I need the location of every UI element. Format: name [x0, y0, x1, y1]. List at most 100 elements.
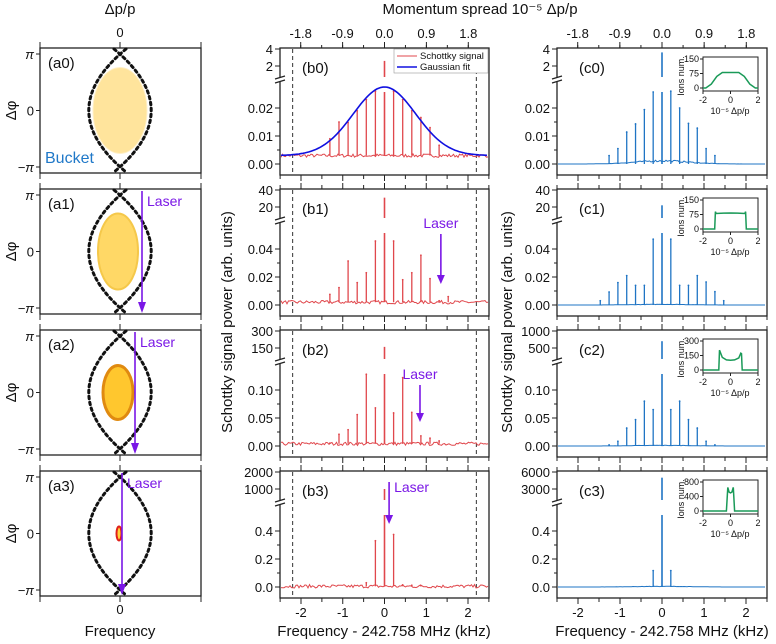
middle-ylabel: Schottky signal power (arb. units)	[219, 211, 236, 433]
axis-break-gap	[277, 360, 283, 364]
axis-break-gap	[277, 219, 283, 223]
phase-space-panel-3: π 0 −π Δφ (a3) Laser	[3, 465, 202, 602]
signal-peak-marker	[678, 107, 681, 109]
signal-peak-marker	[410, 411, 413, 414]
inset-x-tick-label: 0	[728, 518, 733, 528]
spectrum-panel-b1: 40 20 0.00 0.02 0.04 (b1) Laser	[248, 183, 490, 322]
y-tick-label: 20	[536, 200, 550, 215]
signal-peak-marker	[429, 277, 431, 280]
y-tick-label: 500	[528, 341, 550, 356]
y-tick-label: 0.10	[248, 383, 273, 398]
gaussian-fit-line	[280, 86, 488, 157]
signal-peak-marker	[634, 418, 637, 421]
signal-peak-marker	[347, 428, 349, 431]
panel-label: (c0)	[579, 60, 605, 77]
inset-y-label: Ions num.	[676, 56, 686, 96]
y-tick-label: π	[25, 188, 34, 203]
bunch-ellipse	[97, 212, 139, 291]
inset-distribution-line	[703, 211, 758, 230]
inset-x-tick-label: -2	[699, 236, 707, 246]
separatrix-dotted	[87, 188, 153, 315]
inset-x-tick-label: 2	[755, 377, 760, 387]
y-tick-label: 40	[536, 183, 550, 198]
signal-peak-marker	[401, 584, 404, 586]
inset-x-tick-label: 0	[728, 236, 733, 246]
laser-label: Laser	[423, 215, 458, 231]
inset-distribution-line	[703, 71, 758, 89]
y-tick-label: 40	[259, 183, 273, 198]
signal-peak-marker	[678, 284, 681, 287]
signal-peak-marker	[328, 442, 331, 445]
y-tick-label: 0	[27, 245, 34, 260]
y-tick-label: 0	[27, 527, 34, 542]
y-tick-label: 0.0	[255, 580, 273, 595]
axis-break-gap	[554, 360, 560, 364]
signal-peak-marker	[696, 427, 699, 429]
y-tick-label: 0.10	[525, 383, 550, 398]
signal-peak-marker	[374, 539, 377, 542]
signal-peak-marker	[447, 295, 450, 298]
panel-label: (b0)	[302, 60, 329, 77]
signal-peak-marker	[687, 284, 690, 287]
laser-arrow-icon	[415, 413, 424, 422]
separatrix-dotted	[87, 47, 153, 174]
inset-x-tick-label: -2	[699, 377, 707, 387]
inset-frame	[702, 479, 759, 515]
y-tick-label: 0	[27, 104, 34, 119]
x-tick-label: 1	[700, 605, 707, 620]
y-tick-label: 0.2	[532, 552, 550, 567]
inset-y-tick-label: 75	[689, 69, 699, 79]
signal-peak-marker	[356, 281, 359, 284]
signal-peak-marker	[599, 299, 602, 302]
signal-peak-marker	[608, 291, 610, 293]
left-bottom-tick: 0	[116, 602, 123, 617]
signal-peak-marker	[687, 418, 690, 421]
y-tick-label: 0.00	[525, 298, 550, 313]
top-axis-tick-label: 0.0	[375, 26, 393, 41]
signal-peak-marker	[374, 240, 377, 242]
inset-x-tick-label: 2	[755, 95, 760, 105]
signal-peak-marker	[634, 123, 637, 125]
laser-label: Laser	[402, 366, 437, 382]
bucket-label: Bucket	[45, 150, 94, 167]
y-tick-label: π	[25, 47, 34, 62]
y-axis-label: Δφ	[3, 382, 20, 402]
signal-peak-marker	[722, 299, 725, 302]
bunch-ellipse	[92, 67, 148, 154]
phase-space-panel-1: π 0 −π Δφ (a1) Laser	[3, 183, 202, 320]
laser-label: Laser	[394, 479, 429, 495]
bunch-ellipse	[101, 364, 135, 421]
axis-break-gap	[277, 501, 283, 505]
y-tick-label: 2	[543, 59, 550, 74]
signal-peak-marker	[669, 408, 672, 411]
inset-y-tick-label: 0	[694, 83, 699, 93]
y-tick-label: 4	[266, 42, 273, 57]
left-top-tick: 0	[116, 25, 123, 40]
y-tick-label: 0.02	[525, 101, 550, 116]
y-tick-label: 0.00	[248, 157, 273, 172]
signal-peak-marker	[643, 400, 646, 403]
y-tick-label: 20	[259, 200, 273, 215]
y-tick-label: 0.4	[532, 524, 550, 539]
y-tick-label: 150	[251, 341, 273, 356]
inset-y-tick-label: 75	[689, 210, 699, 220]
signal-peak-marker	[634, 284, 637, 287]
top-axis-tick-label: -1.8	[567, 26, 589, 41]
signal-peak-marker	[365, 581, 368, 584]
y-axis-label: Δφ	[3, 523, 20, 543]
y-axis-label: Δφ	[3, 100, 20, 120]
signal-peak-marker	[617, 440, 619, 443]
signal-peak-marker	[392, 412, 395, 414]
signal-peak-marker	[696, 274, 699, 277]
axis-break-mark	[274, 75, 286, 84]
x-tick-label: -2	[295, 605, 307, 620]
inset-frame	[702, 197, 759, 233]
separatrix-dotted	[87, 470, 153, 597]
inset-x-tick-label: 2	[755, 236, 760, 246]
